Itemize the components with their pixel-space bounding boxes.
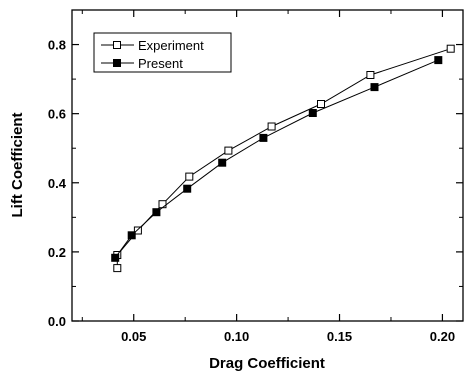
plot-frame	[71, 9, 464, 322]
data-point-present	[308, 109, 317, 117]
x-axis-title: Drag Coefficient	[209, 355, 325, 372]
legend-marker-present	[113, 59, 121, 67]
data-point-experiment	[158, 200, 167, 209]
y-tick-label: 0.4	[48, 176, 67, 191]
data-point-experiment	[446, 44, 455, 53]
series-line-experiment	[116, 48, 451, 269]
legend-marker-experiment	[113, 41, 121, 49]
x-tick-label: 0.15	[327, 329, 352, 344]
y-axis-title: Lift Coefficient	[9, 113, 26, 218]
x-tick-label: 0.10	[224, 329, 249, 344]
legend-label-experiment: Experiment	[138, 38, 204, 53]
series-layer	[111, 44, 455, 273]
data-point-experiment	[224, 146, 233, 155]
data-point-present	[127, 231, 136, 240]
data-point-experiment	[185, 172, 194, 181]
data-point-present	[152, 208, 161, 217]
data-point-present	[218, 158, 227, 167]
data-point-experiment	[267, 122, 276, 131]
x-axis-ticks: 0.05 0.10 0.15 0.20	[81, 10, 455, 344]
legend-label-present: Present	[138, 56, 183, 71]
y-tick-label: 0.0	[48, 314, 66, 329]
data-point-experiment	[366, 71, 375, 79]
x-tick-label: 0.05	[121, 329, 146, 344]
x-tick-label: 0.20	[430, 329, 455, 344]
data-point-present	[111, 253, 120, 262]
data-point-experiment	[113, 264, 122, 273]
data-point-present	[370, 83, 379, 92]
legend: Experiment Present	[93, 32, 232, 73]
data-point-present	[259, 133, 268, 142]
data-point-experiment	[133, 226, 142, 235]
data-point-present	[434, 56, 443, 65]
data-point-experiment	[317, 100, 325, 108]
y-tick-label: 0.2	[48, 245, 66, 260]
y-axis-ticks: 0.0 0.2 0.4 0.6 0.8	[48, 9, 463, 329]
y-tick-label: 0.6	[48, 107, 66, 122]
y-tick-label: 0.8	[48, 38, 66, 53]
series-line-present	[114, 59, 439, 259]
data-point-present	[183, 184, 192, 193]
